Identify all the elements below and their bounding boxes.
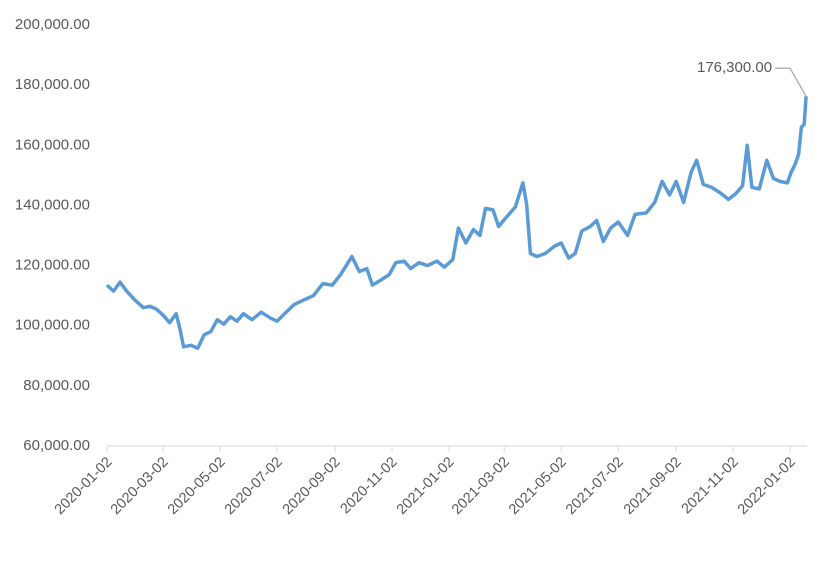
y-tick-label: 120,000.00: [15, 257, 90, 274]
y-tick-label: 200,000.00: [15, 16, 90, 33]
y-tick-label: 180,000.00: [15, 76, 90, 93]
y-tick-label: 60,000.00: [23, 437, 90, 454]
series-line: [105, 96, 808, 351]
x-tick-label: 2020-07-02: [222, 454, 286, 518]
x-tick-label: 2020-01-02: [52, 454, 116, 518]
leader-line: [775, 67, 807, 97]
x-tick-label: 2021-05-02: [506, 454, 570, 518]
x-tick-label: 2021-07-02: [563, 454, 627, 518]
x-tick-label: 2021-03-02: [449, 454, 513, 518]
x-tick-label: 2021-01-02: [394, 454, 458, 518]
y-tick-label: 80,000.00: [23, 377, 90, 394]
x-tick-label: 2020-11-02: [338, 454, 401, 517]
y-tick-label: 140,000.00: [15, 196, 90, 213]
y-tick-label: 160,000.00: [15, 136, 90, 153]
x-tick-label: 2020-03-02: [108, 454, 172, 518]
x-tick-label: 2022-01-02: [735, 454, 799, 518]
x-tick-label: 2020-05-02: [165, 454, 229, 518]
y-tick-label: 100,000.00: [15, 317, 90, 334]
x-tick-label: 2021-11-02: [679, 454, 742, 517]
data-label: 176,300.00: [697, 59, 772, 76]
x-tick-label: 2021-09-02: [621, 454, 685, 518]
x-tick-label: 2020-09-02: [280, 454, 344, 518]
